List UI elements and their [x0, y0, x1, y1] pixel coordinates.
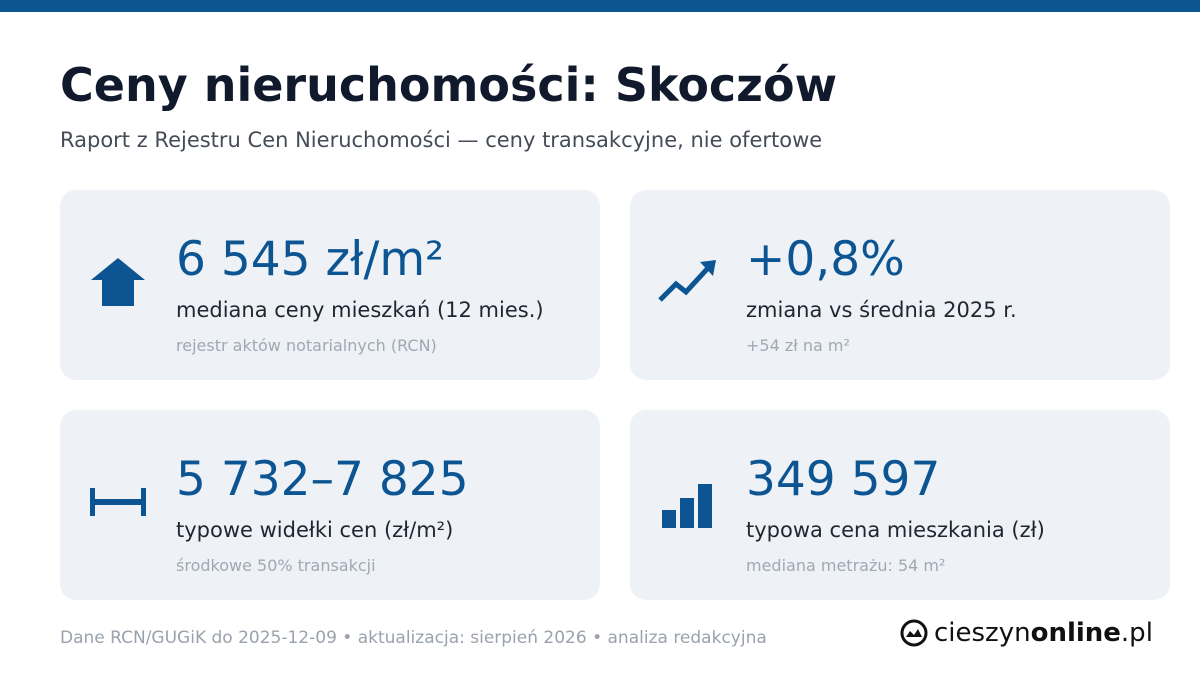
logo[interactable]: cieszynonline.pl	[900, 618, 1153, 648]
stat-note: środkowe 50% transakcji	[176, 556, 376, 575]
logo-text: cieszyn	[934, 618, 1031, 648]
stat-value: 6 545 zł/m²	[176, 232, 444, 287]
stat-label: typowa cena mieszkania (zł)	[746, 518, 1045, 542]
logo-text: .pl	[1120, 618, 1153, 648]
stat-card: 5 732–7 825 typowe widełki cen (zł/m²) ś…	[60, 410, 600, 600]
stat-card: 6 545 zł/m² mediana ceny mieszkań (12 mi…	[60, 190, 600, 380]
stat-label: zmiana vs średnia 2025 r.	[746, 298, 1017, 322]
footer-text: Dane RCN/GUGiK do 2025-12-09 • aktualiza…	[60, 628, 767, 648]
range-icon	[90, 488, 146, 516]
stat-label: mediana ceny mieszkań (12 mies.)	[176, 298, 544, 322]
stat-value: 349 597	[746, 452, 941, 507]
stat-value: 5 732–7 825	[176, 452, 469, 507]
stat-card: +0,8% zmiana vs średnia 2025 r. +54 zł n…	[630, 190, 1170, 380]
top-bar	[0, 0, 1200, 12]
logo-text: online	[1030, 618, 1121, 648]
house-icon	[91, 258, 145, 306]
trend-icon	[658, 260, 716, 302]
stat-note: mediana metrażu: 54 m²	[746, 556, 946, 575]
stat-note: +54 zł na m²	[746, 336, 850, 355]
stat-label: typowe widełki cen (zł/m²)	[176, 518, 454, 542]
stat-note: rejestr aktów notarialnych (RCN)	[176, 336, 437, 355]
subtitle: Raport z Rejestru Cen Nieruchomości — ce…	[60, 128, 823, 152]
bars-icon	[662, 484, 712, 528]
logo-icon	[900, 619, 928, 647]
stat-value: +0,8%	[746, 232, 905, 287]
stat-card: 349 597 typowa cena mieszkania (zł) medi…	[630, 410, 1170, 600]
title: Ceny nieruchomości: Skoczów	[60, 58, 838, 112]
